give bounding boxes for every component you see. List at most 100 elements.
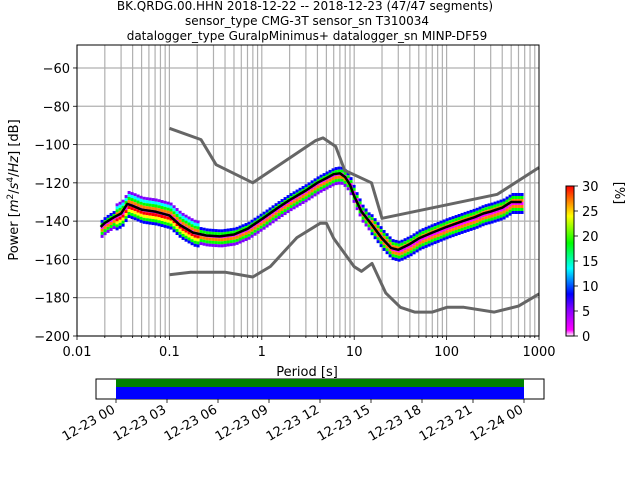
heatmap-cell — [178, 213, 182, 217]
heatmap-cell — [319, 174, 323, 178]
heatmap-cell — [169, 220, 173, 224]
heatmap-cell — [406, 251, 410, 255]
heatmap-cell — [112, 223, 116, 227]
heatmap-cell — [193, 240, 197, 244]
heatmap-cell — [118, 204, 122, 208]
heatmap-cell — [361, 207, 365, 211]
heatmap-cell — [118, 210, 122, 214]
heatmap-cell — [322, 182, 326, 186]
heatmap-cell — [136, 215, 140, 219]
heatmap-cell — [382, 232, 386, 236]
heatmap-cell — [163, 218, 167, 222]
heatmap-cell — [433, 241, 437, 245]
heatmap-cell — [145, 206, 149, 210]
heatmap-cell — [466, 228, 470, 232]
heatmap-cell — [481, 217, 485, 221]
heatmap-cell — [184, 220, 188, 224]
heatmap-cell — [127, 206, 131, 210]
heatmap-cell — [217, 229, 221, 233]
heatmap-cell — [478, 218, 482, 222]
heatmap-cell — [316, 179, 320, 183]
heatmap-cell — [340, 175, 344, 179]
heatmap-cell — [442, 219, 446, 223]
heatmap-cell — [472, 217, 476, 221]
availability-bar-processed — [116, 387, 524, 399]
y-tick-label: −140 — [34, 215, 70, 230]
heatmap-cell — [475, 216, 479, 220]
heatmap-cell — [391, 245, 395, 249]
heatmap-cell — [517, 210, 521, 214]
heatmap-cell — [271, 217, 275, 221]
heatmap-cell — [214, 244, 218, 248]
heatmap-cell — [334, 176, 338, 180]
heatmap-cell — [106, 226, 110, 230]
heatmap-cell — [433, 223, 437, 227]
heatmap-cell — [112, 214, 116, 218]
heatmap-cell — [511, 192, 515, 196]
heatmap-cell — [298, 196, 302, 200]
heatmap-cell — [145, 200, 149, 204]
heatmap-cell — [178, 210, 182, 214]
heatmap-cell — [175, 208, 179, 212]
heatmap-cell — [109, 224, 113, 228]
heatmap-cell — [193, 222, 197, 226]
heatmap-cell — [490, 205, 494, 209]
heatmap-cell — [478, 209, 482, 213]
heatmap-cell — [148, 203, 152, 207]
heatmap-cell — [448, 232, 452, 236]
heatmap-cell — [388, 239, 392, 243]
heatmap-cell — [133, 199, 137, 203]
heatmap-cell — [205, 243, 209, 247]
heatmap-cell — [229, 243, 233, 247]
heatmap-cell — [136, 212, 140, 216]
heatmap-cell — [340, 178, 344, 182]
heatmap-cell — [376, 228, 380, 232]
heatmap-cell — [511, 204, 515, 208]
heatmap-cell — [277, 210, 281, 214]
heatmap-cell — [220, 238, 224, 242]
heatmap-cell — [499, 208, 503, 212]
heatmap-cell — [157, 199, 161, 203]
heatmap-cell — [475, 207, 479, 211]
heatmap-cell — [181, 221, 185, 225]
heatmap-cell — [403, 238, 407, 242]
heatmap-cell — [499, 217, 503, 221]
heatmap-cell — [142, 202, 146, 206]
heatmap-cell — [469, 218, 473, 222]
heatmap-cell — [223, 231, 227, 235]
heatmap-cell — [304, 187, 308, 191]
date-tick-label: 12-24 00 — [468, 402, 526, 444]
heatmap-cell — [472, 226, 476, 230]
heatmap-cell — [409, 244, 413, 248]
heatmap-cell — [382, 241, 386, 245]
heatmap-cell — [382, 244, 386, 248]
heatmap-cell — [163, 200, 167, 204]
heatmap-cell — [229, 231, 233, 235]
heatmap-cell — [217, 232, 221, 236]
heatmap-cell — [307, 182, 311, 186]
heatmap-cell — [388, 254, 392, 258]
heatmap-cell — [265, 218, 269, 222]
heatmap-cell — [127, 197, 131, 201]
heatmap-cell — [199, 242, 203, 246]
heatmap-cell — [253, 226, 257, 230]
heatmap-cell — [100, 225, 104, 229]
heatmap-cell — [193, 237, 197, 241]
heatmap-cell — [133, 196, 137, 200]
heatmap-cell — [130, 195, 134, 199]
heatmap-cell — [103, 226, 107, 230]
heatmap-cell — [514, 210, 518, 214]
heatmap-cell — [373, 224, 377, 228]
heatmap-cell — [256, 221, 260, 225]
colorbar-tick-label: 0 — [582, 330, 590, 345]
heatmap-cell — [463, 214, 467, 218]
availability-bar-data — [116, 379, 524, 387]
heatmap-cell — [319, 186, 323, 190]
heatmap-cell — [310, 192, 314, 196]
heatmap-cell — [412, 251, 416, 255]
heatmap-cell — [199, 239, 203, 243]
heatmap-cell — [124, 219, 128, 223]
heatmap-cell — [181, 215, 185, 219]
heatmap-cell — [481, 208, 485, 212]
heatmap-cell — [199, 227, 203, 231]
